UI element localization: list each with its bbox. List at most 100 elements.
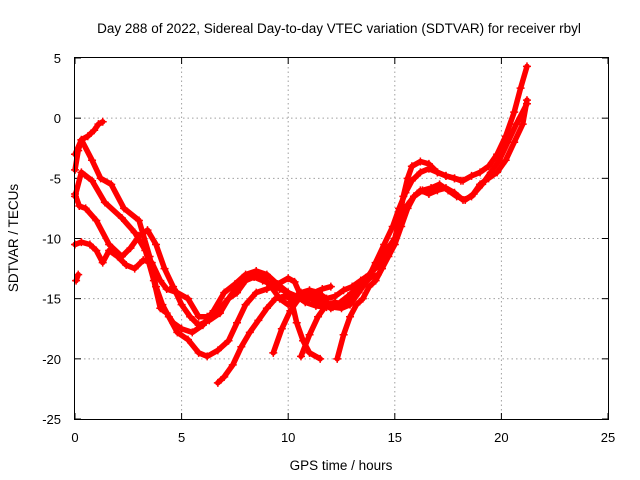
data-point-marker (403, 204, 412, 213)
data-point-marker (262, 304, 271, 313)
data-point-marker (224, 336, 233, 345)
data-point-marker (339, 300, 348, 309)
data-point-marker (348, 282, 357, 291)
series-trace-9 (296, 99, 531, 361)
data-point-marker (501, 156, 510, 165)
data-point-marker (120, 204, 129, 213)
data-point-marker (134, 232, 143, 241)
data-point-marker (262, 270, 271, 279)
chart-title: Day 288 of 2022, Sidereal Day-to-day VTE… (97, 21, 581, 36)
y-tick-label: 0 (54, 111, 61, 126)
data-point-marker (286, 306, 295, 315)
data-point-marker (241, 300, 250, 309)
data-point-marker (311, 291, 320, 300)
series-line (215, 63, 530, 386)
data-point-marker (284, 274, 293, 283)
data-point-marker (173, 288, 182, 297)
data-point-marker (250, 270, 259, 279)
data-point-marker (467, 192, 476, 201)
data-point-marker (194, 348, 203, 357)
data-point-marker (424, 164, 433, 173)
x-tick-label: 25 (601, 430, 615, 445)
data-point-marker (424, 189, 433, 198)
data-point-marker (296, 352, 305, 361)
series-layer (71, 62, 531, 387)
data-point-marker (98, 258, 107, 267)
data-point-marker (294, 294, 303, 303)
data-point-marker (476, 180, 485, 189)
data-point-marker (139, 256, 148, 265)
data-point-marker (510, 138, 519, 147)
data-point-marker (83, 132, 92, 141)
series-line (334, 97, 530, 362)
data-point-marker (416, 157, 425, 166)
data-point-marker (522, 62, 531, 71)
data-point-marker (254, 316, 263, 325)
data-point-marker (94, 120, 103, 129)
data-point-marker (401, 188, 410, 197)
data-point-marker (160, 264, 169, 273)
data-point-marker (126, 244, 135, 253)
data-point-marker (177, 300, 186, 309)
data-point-marker (305, 348, 314, 357)
data-point-marker (162, 309, 171, 318)
data-point-marker (233, 318, 242, 327)
data-point-marker (237, 342, 246, 351)
data-point-marker (395, 204, 404, 213)
data-point-marker (156, 276, 165, 285)
data-point-marker (177, 324, 186, 333)
data-point-marker (92, 246, 101, 255)
data-point-marker (130, 264, 139, 273)
data-point-marker (292, 318, 301, 327)
data-point-marker (322, 300, 331, 309)
data-point-marker (409, 192, 418, 201)
data-point-marker (433, 168, 442, 177)
data-point-marker (107, 180, 116, 189)
data-point-marker (373, 258, 382, 267)
data-point-marker (77, 168, 86, 177)
data-point-marker (397, 222, 406, 231)
data-point-marker (352, 300, 361, 309)
data-point-marker (441, 183, 450, 192)
data-point-marker (365, 282, 374, 291)
y-tick-label: 5 (54, 51, 61, 66)
x-axis-label: GPS time / hours (290, 458, 393, 473)
data-point-marker (271, 294, 280, 303)
data-point-marker (72, 276, 81, 285)
data-point-marker (228, 360, 237, 369)
y-tick-label: -5 (49, 171, 61, 186)
data-point-marker (194, 321, 203, 330)
data-point-marker (358, 294, 367, 303)
data-point-marker (173, 328, 182, 337)
data-point-marker (81, 204, 90, 213)
data-point-marker (213, 378, 222, 387)
data-point-marker (476, 168, 485, 177)
data-point-marker (213, 346, 222, 355)
data-point-marker (77, 238, 86, 247)
data-point-marker (456, 176, 465, 185)
data-point-marker (331, 298, 340, 307)
y-tick-label: -15 (42, 292, 61, 307)
data-point-marker (186, 312, 195, 321)
series-line (298, 100, 530, 360)
data-point-marker (85, 240, 94, 249)
data-point-marker (290, 277, 299, 286)
data-point-marker (194, 312, 203, 321)
data-point-marker (88, 176, 97, 185)
data-point-marker (493, 168, 502, 177)
data-point-marker (183, 335, 192, 344)
data-point-marker (279, 292, 288, 301)
x-tick-label: 10 (281, 430, 295, 445)
y-tick-label: -25 (42, 412, 61, 427)
y-tick-label: -10 (42, 232, 61, 247)
data-point-marker (152, 240, 161, 249)
data-point-marker (403, 174, 412, 183)
data-point-marker (122, 260, 131, 269)
data-point-marker (339, 330, 348, 339)
data-point-marker (98, 117, 107, 126)
data-point-marker (305, 330, 314, 339)
series-trace-7 (213, 62, 531, 387)
data-point-marker (134, 216, 143, 225)
series-trace-10 (333, 96, 531, 363)
